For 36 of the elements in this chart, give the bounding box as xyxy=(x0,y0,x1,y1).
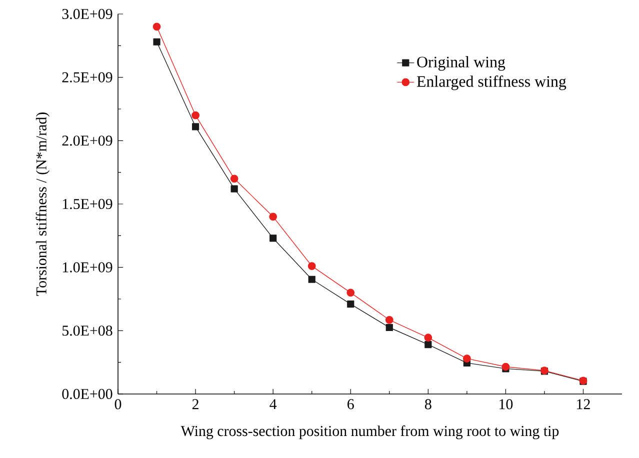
y-tick-label: 0.0E+00 xyxy=(62,388,112,400)
point xyxy=(347,300,354,308)
x-tick-label: 2 xyxy=(192,399,198,410)
point xyxy=(192,111,200,120)
point xyxy=(230,185,238,192)
x-tick-label: 12 xyxy=(577,399,590,410)
point xyxy=(308,276,316,283)
x-tick-label: 10 xyxy=(500,399,513,410)
point xyxy=(153,38,160,46)
point xyxy=(152,22,161,31)
y-axis-title: Torsional stiffness / (N*m/rad) xyxy=(36,112,50,296)
point xyxy=(424,334,432,342)
y-tick-label: 3.0E+09 xyxy=(62,8,112,20)
point xyxy=(230,174,238,183)
y-tick-label: 5.0E+08 xyxy=(62,326,112,336)
point xyxy=(346,288,355,297)
point xyxy=(502,362,510,371)
x-tick-label: 8 xyxy=(424,399,432,410)
legend-label: Original wing xyxy=(417,56,506,71)
y-tick-label: 1.5E+09 xyxy=(62,198,112,210)
x-axis-title: Wing cross-section position number from wing root to wing tip xyxy=(180,425,559,440)
point xyxy=(424,341,432,348)
point xyxy=(269,212,278,221)
x-tick-label: 0 xyxy=(114,399,122,410)
y-tick-label: 2.5E+09 xyxy=(62,72,112,82)
y-tick-label: 2.0E+09 xyxy=(62,136,112,146)
x-tick-label: 4 xyxy=(270,399,277,410)
point xyxy=(308,262,316,270)
y-tick-label: 1.0E+09 xyxy=(62,262,112,272)
point xyxy=(270,234,277,242)
point xyxy=(462,354,471,362)
point xyxy=(192,123,200,130)
x-tick-label: 6 xyxy=(348,399,354,410)
legend-label: Enlarged stiffness wing xyxy=(416,75,566,90)
point xyxy=(385,316,394,324)
point xyxy=(386,324,393,332)
